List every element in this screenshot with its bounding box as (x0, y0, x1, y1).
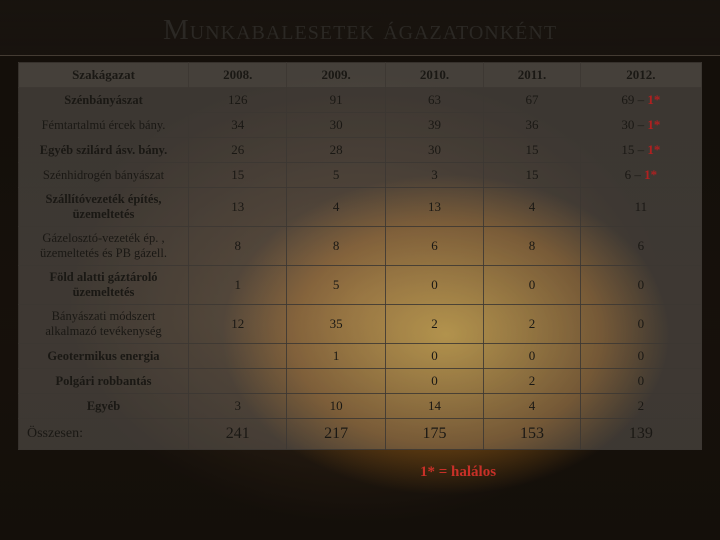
cell: 0 (385, 344, 483, 369)
cell: 2 (484, 305, 581, 344)
accidents-table-wrap: Szakágazat2008.2009.2010.2011.2012. Szén… (0, 56, 720, 450)
cell: 34 (189, 113, 287, 138)
col-header-year: 2009. (287, 63, 385, 88)
cell: 30 (287, 113, 385, 138)
table-row: Geotermikus energia1000 (19, 344, 702, 369)
cell: 0 (385, 266, 483, 305)
cell: 3 (385, 163, 483, 188)
col-header-year: 2008. (189, 63, 287, 88)
cell: 0 (580, 305, 701, 344)
table-row: Szénhidrogén bányászat1553156 – 1* (19, 163, 702, 188)
row-label: Fémtartalmú ércek bány. (19, 113, 189, 138)
cell: 15 – 1* (580, 138, 701, 163)
total-cell: 241 (189, 419, 287, 450)
fatal-star: 1* (647, 117, 660, 132)
cell: 11 (580, 188, 701, 227)
row-label: Egyéb (19, 394, 189, 419)
total-cell: 153 (484, 419, 581, 450)
cell: 30 – 1* (580, 113, 701, 138)
cell: 15 (484, 138, 581, 163)
table-row: Polgári robbantás 020 (19, 369, 702, 394)
cell: 2 (385, 305, 483, 344)
cell: 15 (189, 163, 287, 188)
row-label: Gázelosztó-vezeték ép. , üzemeltetés és … (19, 227, 189, 266)
cell (189, 369, 287, 394)
cell: 0 (385, 369, 483, 394)
fatal-star: 1* (647, 92, 660, 107)
cell: 8 (189, 227, 287, 266)
total-cell: 217 (287, 419, 385, 450)
cell: 35 (287, 305, 385, 344)
cell: 10 (287, 394, 385, 419)
cell: 30 (385, 138, 483, 163)
row-label: Egyéb szilárd ásv. bány. (19, 138, 189, 163)
cell: 12 (189, 305, 287, 344)
cell (189, 344, 287, 369)
cell: 0 (580, 369, 701, 394)
row-label: Polgári robbantás (19, 369, 189, 394)
table-row: Egyéb3101442 (19, 394, 702, 419)
accidents-table: Szakágazat2008.2009.2010.2011.2012. Szén… (18, 62, 702, 450)
cell: 8 (287, 227, 385, 266)
fatal-star: 1* (644, 167, 657, 182)
cell: 2 (484, 369, 581, 394)
col-header-year: 2011. (484, 63, 581, 88)
cell: 8 (484, 227, 581, 266)
cell: 39 (385, 113, 483, 138)
cell: 36 (484, 113, 581, 138)
cell: 6 – 1* (580, 163, 701, 188)
table-row: Gázelosztó-vezeték ép. , üzemeltetés és … (19, 227, 702, 266)
cell: 0 (484, 266, 581, 305)
cell: 126 (189, 88, 287, 113)
cell: 4 (484, 188, 581, 227)
table-row: Föld alatti gáztároló üzemeltetés15000 (19, 266, 702, 305)
col-header-sector: Szakágazat (19, 63, 189, 88)
cell: 63 (385, 88, 483, 113)
cell: 2 (580, 394, 701, 419)
cell: 3 (189, 394, 287, 419)
cell: 14 (385, 394, 483, 419)
table-row: Egyéb szilárd ásv. bány.2628301515 – 1* (19, 138, 702, 163)
cell: 1 (287, 344, 385, 369)
cell: 0 (580, 344, 701, 369)
total-row: Összesen:241217175153139 (19, 419, 702, 450)
table-row: Fémtartalmú ércek bány.3430393630 – 1* (19, 113, 702, 138)
row-label: Szállítóvezeték építés, üzemeltetés (19, 188, 189, 227)
col-header-year: 2012. (580, 63, 701, 88)
footnote: 1* = halálos (420, 464, 720, 481)
table-row: Szénbányászat12691636769 – 1* (19, 88, 702, 113)
cell: 28 (287, 138, 385, 163)
row-label: Szénbányászat (19, 88, 189, 113)
fatal-star: 1* (647, 142, 660, 157)
cell: 1 (189, 266, 287, 305)
cell: 91 (287, 88, 385, 113)
cell: 4 (287, 188, 385, 227)
cell: 13 (385, 188, 483, 227)
total-cell: 139 (580, 419, 701, 450)
cell: 67 (484, 88, 581, 113)
cell: 0 (580, 266, 701, 305)
total-label: Összesen: (19, 419, 189, 450)
cell: 4 (484, 394, 581, 419)
total-cell: 175 (385, 419, 483, 450)
page-title: Munkabalesetek ágazatonként (40, 14, 680, 47)
cell (287, 369, 385, 394)
cell: 5 (287, 266, 385, 305)
row-label: Geotermikus energia (19, 344, 189, 369)
cell: 6 (580, 227, 701, 266)
row-label: Szénhidrogén bányászat (19, 163, 189, 188)
cell: 15 (484, 163, 581, 188)
cell: 6 (385, 227, 483, 266)
col-header-year: 2010. (385, 63, 483, 88)
cell: 0 (484, 344, 581, 369)
cell: 13 (189, 188, 287, 227)
table-row: Szállítóvezeték építés, üzemeltetés13413… (19, 188, 702, 227)
cell: 69 – 1* (580, 88, 701, 113)
row-label: Bányászati módszert alkalmazó tevékenysé… (19, 305, 189, 344)
cell: 5 (287, 163, 385, 188)
table-row: Bányászati módszert alkalmazó tevékenysé… (19, 305, 702, 344)
row-label: Föld alatti gáztároló üzemeltetés (19, 266, 189, 305)
cell: 26 (189, 138, 287, 163)
